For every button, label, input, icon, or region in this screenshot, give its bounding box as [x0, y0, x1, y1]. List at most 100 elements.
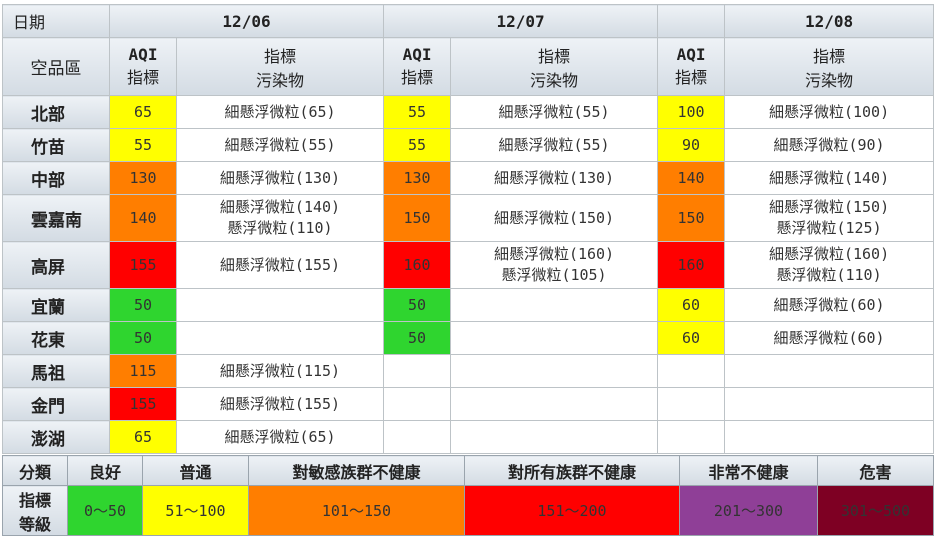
pollutant-cell: 細懸浮微粒(100) — [724, 95, 935, 129]
region-name: 馬祖 — [2, 354, 110, 388]
region-name: 北部 — [2, 95, 110, 129]
legend-level-range: 151～200 — [464, 485, 680, 536]
aqi-value-cell: 55 — [383, 95, 452, 129]
pollutant-cell — [724, 354, 935, 388]
pollutant-cell: 細懸浮微粒(140) 懸浮微粒(110) — [175, 194, 385, 242]
pollutant-cell: 細懸浮微粒(65) — [175, 420, 385, 454]
pollutant-text: 細懸浮微粒(60) — [773, 295, 885, 314]
date-header-day1: 12/06 — [108, 4, 385, 38]
aqi-value-cell: 115 — [109, 354, 177, 388]
region-column-header: 空品區 — [2, 37, 110, 96]
region-row: 澎湖 65 細懸浮微粒(65) — [2, 420, 935, 454]
pollutant-header-line2: 污染物 — [805, 70, 854, 90]
pollutant-cell — [175, 288, 385, 322]
pollutant-cell: 細懸浮微粒(140) — [724, 161, 935, 195]
date-header-day3: 12/08 — [724, 4, 935, 38]
pollutant-text: 細懸浮微粒(140) — [768, 168, 890, 187]
pollutant-text: 懸浮微粒(110) — [776, 266, 882, 284]
pollutant-header-line1: 指標 — [538, 46, 571, 66]
pollutant-column-header: 指標 污染物 — [175, 37, 385, 96]
pollutant-cell — [175, 321, 385, 355]
pollutant-text: 懸浮微粒(105) — [501, 266, 607, 284]
region-row: 馬祖 115 細懸浮微粒(115) — [2, 354, 935, 388]
region-row: 北部 65 細懸浮微粒(65) 55 細懸浮微粒(55) 100 細懸浮微粒(100) — [2, 95, 935, 129]
aqi-value-cell: 140 — [109, 194, 177, 242]
aqi-value-cell — [383, 354, 452, 388]
legend-category-label: 分類 — [2, 455, 68, 486]
pollutant-cell — [724, 387, 935, 421]
aqi-forecast-table: 日期 12/06 12/07 12/08 空品區 AQI 指標 指標 污染物 AQI… — [2, 4, 935, 454]
legend-level-range: 301～500 — [817, 485, 934, 536]
region-name: 竹苗 — [2, 128, 110, 162]
date-header-spacer — [657, 4, 726, 38]
aqi-column-header: AQI 指標 — [109, 37, 177, 96]
pollutant-cell: 細懸浮微粒(130) — [450, 161, 659, 195]
pollutant-header-line2: 污染物 — [530, 70, 579, 90]
aqi-value-cell — [383, 420, 452, 454]
aqi-value-cell: 100 — [657, 95, 726, 129]
legend-index-label: 指標 等級 — [2, 485, 68, 536]
pollutant-text: 懸浮微粒(110) — [227, 219, 333, 237]
aqi-column-header: AQI 指標 — [657, 37, 726, 96]
legend-range-row: 指標 等級 0～50 51～100 101～150 151～200 201～300 301～… — [2, 485, 934, 536]
pollutant-cell — [450, 354, 659, 388]
pollutant-text: 細懸浮微粒(140) — [219, 198, 341, 216]
pollutant-header-line1: 指標 — [813, 46, 846, 66]
aqi-value-cell: 50 — [383, 321, 452, 355]
pollutant-cell: 細懸浮微粒(160) 懸浮微粒(110) — [724, 241, 935, 289]
legend-category-row: 分類 良好 普通 對敏感族群不健康 對所有族群不健康 非常不健康 危害 — [2, 455, 934, 486]
date-header-day2: 12/07 — [383, 4, 659, 38]
aqi-column-header: AQI 指標 — [383, 37, 452, 96]
aqi-value-cell — [657, 387, 726, 421]
pollutant-column-header: 指標 污染物 — [724, 37, 935, 96]
pollutant-text: 細懸浮微粒(65) — [224, 427, 336, 446]
pollutant-text: 細懸浮微粒(60) — [773, 328, 885, 347]
aqi-value-cell — [657, 420, 726, 454]
pollutant-header-line1: 指標 — [264, 46, 297, 66]
pollutant-text: 細懸浮微粒(130) — [219, 168, 341, 187]
aqi-legend-table: 分類 良好 普通 對敏感族群不健康 對所有族群不健康 非常不健康 危害 指標 等級 0～50… — [2, 455, 934, 536]
aqi-value-cell: 50 — [109, 321, 177, 355]
region-name: 雲嘉南 — [2, 194, 110, 242]
pollutant-cell: 細懸浮微粒(150) — [450, 194, 659, 242]
legend-level-range: 0～50 — [67, 485, 143, 536]
aqi-value-cell: 160 — [657, 241, 726, 289]
legend-level-name: 危害 — [817, 455, 934, 486]
pollutant-header-line2: 污染物 — [256, 70, 305, 90]
legend-level-range: 201～300 — [679, 485, 818, 536]
pollutant-cell: 細懸浮微粒(150) 懸浮微粒(125) — [724, 194, 935, 242]
pollutant-text: 細懸浮微粒(155) — [219, 394, 341, 413]
aqi-value-cell: 55 — [383, 128, 452, 162]
date-header-row: 日期 12/06 12/07 12/08 — [2, 4, 935, 38]
pollutant-cell: 細懸浮微粒(60) — [724, 321, 935, 355]
pollutant-cell: 細懸浮微粒(160) 懸浮微粒(105) — [450, 241, 659, 289]
region-row: 金門 155 細懸浮微粒(155) — [2, 387, 935, 421]
pollutant-cell: 細懸浮微粒(55) — [175, 128, 385, 162]
aqi-value-cell: 155 — [109, 241, 177, 289]
aqi-value-cell — [657, 354, 726, 388]
pollutant-text: 細懸浮微粒(100) — [768, 102, 890, 121]
legend-level-range: 51～100 — [142, 485, 249, 536]
region-row: 宜蘭 50 50 60 細懸浮微粒(60) — [2, 288, 935, 322]
aqi-value-cell: 155 — [109, 387, 177, 421]
aqi-value-cell: 65 — [109, 420, 177, 454]
pollutant-text: 細懸浮微粒(160) — [768, 245, 890, 263]
aqi-value-cell: 150 — [657, 194, 726, 242]
pollutant-column-header: 指標 污染物 — [450, 37, 659, 96]
pollutant-cell: 細懸浮微粒(65) — [175, 95, 385, 129]
pollutant-cell — [450, 387, 659, 421]
pollutant-cell — [450, 321, 659, 355]
aqi-header-line1: AQI — [402, 45, 432, 64]
pollutant-cell: 細懸浮微粒(155) — [175, 387, 385, 421]
aqi-value-cell: 130 — [383, 161, 452, 195]
pollutant-text: 細懸浮微粒(115) — [219, 361, 341, 380]
pollutant-text: 細懸浮微粒(55) — [498, 135, 610, 154]
region-name: 花東 — [2, 321, 110, 355]
aqi-value-cell: 160 — [383, 241, 452, 289]
region-row: 高屏 155 細懸浮微粒(155) 160 細懸浮微粒(160) 懸浮微粒(105) 160… — [2, 241, 935, 289]
column-header-row: 空品區 AQI 指標 指標 污染物 AQI 指標 指標 污染物 AQI 指標 指標 污染物 — [2, 37, 935, 96]
aqi-value-cell: 50 — [383, 288, 452, 322]
pollutant-cell: 細懸浮微粒(90) — [724, 128, 935, 162]
pollutant-text: 細懸浮微粒(130) — [493, 168, 615, 187]
aqi-header-line1: AQI — [676, 45, 706, 64]
